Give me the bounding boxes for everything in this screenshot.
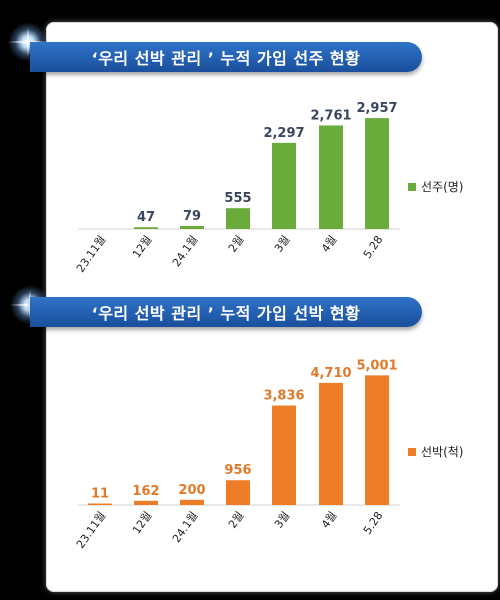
x-tick-label: 5.28 (361, 509, 386, 537)
x-tick-label: 3월 (272, 509, 292, 530)
data-label: 956 (224, 463, 251, 478)
bar (226, 480, 250, 505)
bar (365, 118, 389, 229)
legend-label: 선박(척) (421, 445, 464, 459)
bar (134, 227, 158, 229)
bar (180, 226, 204, 229)
data-label: 162 (132, 484, 159, 499)
legend-label: 선주(명) (421, 180, 464, 194)
data-label: 2,957 (356, 101, 397, 116)
chart-title-1: ‘우리 선박 관리 ’ 누적 가입 선주 현황 (30, 42, 422, 72)
data-label: 2,761 (310, 108, 351, 123)
data-label: 555 (224, 191, 251, 206)
bar (365, 375, 389, 505)
data-label: 5,001 (356, 358, 397, 373)
bar (180, 499, 204, 505)
legend-2: 선박(척) (408, 443, 463, 460)
x-tick-label: 12월 (130, 509, 154, 536)
bar (319, 382, 343, 505)
legend-swatch (408, 182, 416, 191)
data-label: 200 (178, 483, 205, 498)
bar (272, 142, 296, 229)
chart-title-2: ‘우리 선박 관리 ’ 누적 가입 선박 현황 (30, 297, 422, 327)
data-label: 3,836 (263, 389, 304, 404)
data-label: 2,297 (263, 126, 304, 141)
bar (272, 405, 296, 505)
data-label: 4,710 (310, 366, 351, 381)
x-tick-label: 4월 (319, 509, 339, 530)
x-tick-label: 2월 (226, 509, 246, 530)
legend-1: 선주(명) (408, 178, 463, 195)
bar (226, 208, 250, 229)
bar (88, 503, 112, 505)
sparkle-glint (27, 27, 29, 57)
legend-swatch (408, 447, 416, 456)
bar (134, 500, 158, 505)
data-label: 47 (137, 210, 155, 225)
bar (319, 125, 343, 229)
x-tick-label: 23.11월 (74, 509, 109, 551)
data-label: 11 (91, 487, 109, 502)
bar-chart-1: 23.11월4712월7924.1월5552월2,2973월2,7614월2,9… (74, 101, 400, 275)
x-tick-label: 24.1월 (170, 509, 201, 545)
data-label: 79 (183, 209, 201, 224)
